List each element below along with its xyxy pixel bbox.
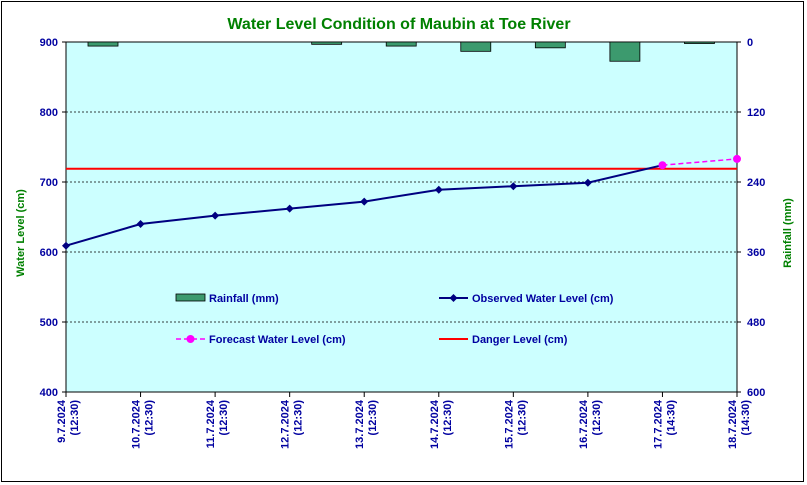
forecast-point: [733, 154, 741, 163]
x-tick-label-date: 12.7.2024: [280, 399, 292, 449]
y-left-tick-label: 400: [40, 387, 58, 399]
legend-label-danger: Danger Level (cm): [472, 334, 568, 346]
y-right-tick-label: 240: [747, 177, 765, 189]
x-tick-label-time: (12:30): [69, 400, 81, 436]
legend-label-observed: Observed Water Level (cm): [472, 293, 614, 305]
y-left-tick-label: 600: [40, 247, 58, 259]
y-left-tick-label: 500: [40, 317, 58, 329]
forecast-series-line: [662, 158, 738, 166]
rainfall-bar: [385, 41, 417, 47]
y-right-tick-label: 120: [747, 107, 765, 119]
x-tick-label-time: (12:30): [144, 400, 156, 436]
forecast-point: [658, 161, 667, 170]
y-right-tick-label: 480: [747, 317, 765, 329]
observed-point: [360, 197, 369, 206]
legend-label-forecast: Forecast Water Level (cm): [209, 334, 346, 346]
x-tick-label-time: (12:30): [591, 400, 603, 436]
plot-area: 400 500 600 700 800 900 0 120 240 360 480 600 9.7.20…: [40, 37, 766, 449]
x-tick-label-date: 17.7.2024: [652, 399, 664, 449]
x-tick-label-time: (12:30): [442, 400, 454, 436]
rainfall-bar: [609, 41, 641, 62]
x-tick-label-time: (12:30): [516, 400, 528, 436]
rainfall-bar: [87, 41, 119, 47]
legend-label-rainfall: Rainfall (mm): [209, 293, 279, 305]
y-left-tick-label: 900: [40, 37, 58, 49]
x-tick-label-time: (12:30): [367, 400, 379, 436]
observed-point: [136, 220, 145, 228]
rainfall-bar: [460, 41, 492, 52]
x-tick-label-date: 13.7.2024: [354, 399, 366, 449]
observed-point: [583, 178, 592, 187]
x-tick-label-date: 16.7.2024: [578, 399, 590, 449]
x-tick-label-date: 14.7.2024: [429, 399, 441, 449]
y-right-tick-label: 600: [747, 387, 765, 399]
legend-rainfall-swatch: [175, 293, 206, 302]
y-right-tick-label: 360: [747, 247, 765, 259]
legend: Rainfall (mm) Observed Water Level (cm) Fo…: [175, 293, 614, 346]
x-tick-label-time: (14:30): [740, 400, 752, 436]
observed-point: [62, 241, 70, 250]
y-left-tick-label: 700: [40, 177, 58, 189]
x-tick-label-date: 10.7.2024: [131, 399, 143, 449]
observed-point: [285, 204, 294, 213]
x-tick-label-date: 11.7.2024: [205, 399, 217, 448]
rainfall-bar: [311, 41, 343, 45]
y-right-tick-label: 0: [747, 37, 753, 49]
observed-point: [211, 211, 220, 220]
observed-point: [509, 182, 518, 191]
observed-point: [434, 185, 443, 194]
x-tick-label-date: 15.7.2024: [503, 399, 515, 449]
y-axis-left-label: Water Level (cm): [15, 189, 27, 277]
x-tick-label-time: (12:30): [218, 400, 230, 436]
plot-background: [65, 41, 738, 393]
x-tick-label-time: (12:30): [293, 400, 305, 436]
y-axis-right-label: Rainfall (mm): [782, 198, 794, 268]
legend-observed-marker: [449, 294, 458, 302]
chart-title: Water Level Condition of Maubin at Toe R…: [227, 16, 570, 33]
x-tick-label-time: (14:30): [665, 400, 677, 436]
rainfall-bar: [534, 41, 566, 49]
y-left-tick-label: 800: [40, 107, 58, 119]
x-tick-label-date: 9.7.2024: [56, 399, 68, 443]
x-tick-label-date: 18.7.2024: [727, 399, 739, 449]
rainfall-bar: [684, 41, 715, 44]
legend-forecast-marker: [186, 335, 195, 343]
